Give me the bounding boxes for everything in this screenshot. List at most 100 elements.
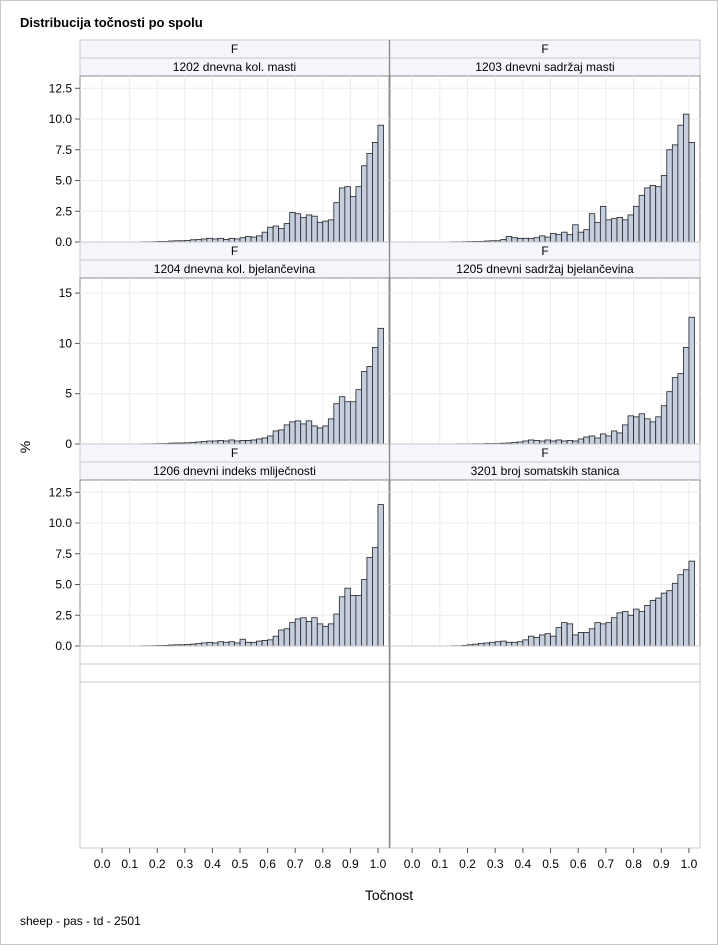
y-tick-label: 2.5 (55, 608, 72, 622)
histogram-bar (372, 142, 378, 242)
histogram-bar (257, 641, 263, 646)
histogram-bar (306, 215, 312, 242)
histogram-bar (339, 397, 345, 444)
histogram-bar (339, 188, 345, 242)
histogram-bar (683, 114, 689, 242)
histogram-bar (372, 548, 378, 646)
y-tick-label: 5.0 (55, 174, 72, 188)
histogram-bar (611, 618, 617, 646)
histogram-bar (334, 203, 340, 242)
histogram-bar (528, 440, 534, 444)
x-tick-label: 0.4 (204, 857, 221, 871)
histogram-bar (323, 626, 329, 646)
panel-group-label: F (231, 42, 238, 56)
histogram-bar (251, 237, 257, 242)
x-tick-label: 0.7 (287, 857, 304, 871)
y-tick-label: 12.5 (49, 81, 73, 95)
histogram-bar (656, 187, 662, 242)
histogram-bar (589, 214, 595, 242)
histogram-bar (628, 215, 634, 242)
histogram-bar (229, 238, 235, 242)
histogram-bar (284, 425, 290, 444)
histogram-bar (545, 237, 551, 242)
histogram-bar (246, 440, 252, 444)
histogram-bar (556, 440, 562, 444)
histogram-bar (645, 188, 651, 242)
histogram-bar (639, 414, 645, 444)
histogram-bar (378, 125, 384, 242)
histogram-bar (323, 426, 329, 444)
histogram-bar (301, 424, 307, 444)
histogram-bar (672, 378, 678, 444)
x-tick-label: 0.0 (404, 857, 421, 871)
x-tick-label: 0.5 (542, 857, 559, 871)
x-tick-label: 0.9 (653, 857, 670, 871)
histogram-bar (678, 575, 684, 646)
histogram-bar (573, 225, 579, 242)
panel-title: 1203 dnevni sadržaj masti (475, 60, 614, 74)
histogram-bar (623, 612, 629, 646)
panel-title: 1206 dnevni indeks mliječnosti (153, 464, 316, 478)
histogram-bar (495, 642, 501, 646)
histogram-bar (556, 628, 562, 646)
histogram-bar (268, 436, 274, 444)
histogram-bar (661, 406, 667, 444)
histogram-bar (656, 417, 662, 444)
histogram-bar (623, 425, 629, 444)
histogram-bar (268, 640, 274, 646)
x-tick-label: 0.3 (176, 857, 193, 871)
histogram-bar (240, 639, 246, 646)
histogram-bar (567, 440, 573, 444)
y-tick-label: 0.0 (55, 639, 72, 653)
histogram-bar (361, 580, 367, 646)
histogram-bar (367, 557, 373, 646)
histogram-bar (328, 220, 334, 242)
histogram-bar (223, 642, 229, 646)
histogram-bar (290, 623, 296, 646)
histogram-bar (650, 422, 656, 444)
histogram-bar (279, 630, 285, 646)
y-tick-label: 0 (65, 437, 72, 451)
histogram-bar (328, 624, 334, 646)
histogram-bar (240, 440, 246, 444)
histogram-bar (551, 636, 557, 646)
y-tick-label: 10.0 (49, 112, 73, 126)
panel-title: 1202 dnevna kol. masti (173, 60, 296, 74)
histogram-bar (246, 642, 252, 646)
histogram-bar (545, 440, 551, 444)
histogram-bar (562, 232, 568, 242)
histogram-bar (301, 217, 307, 242)
y-axis-label: % (17, 441, 33, 453)
histogram-bar (667, 591, 673, 646)
histogram-bar (645, 419, 651, 444)
histogram-bar (501, 641, 507, 646)
x-tick-label: 0.3 (487, 857, 504, 871)
histogram-bar (306, 621, 312, 646)
footer-note: sheep - pas - td - 2501 (20, 914, 141, 928)
panel-group-label: F (231, 446, 238, 460)
histogram-bar (218, 440, 224, 444)
panel-title: 3201 broj somatskih stanica (471, 464, 620, 478)
histogram-bar (678, 125, 684, 242)
histogram-bar (639, 612, 645, 646)
panel-title: 1205 dnevni sadržaj bjelančevina (456, 262, 634, 276)
histogram-bar (367, 153, 373, 242)
histogram-bar (306, 421, 312, 444)
histogram-bar (218, 642, 224, 646)
y-tick-label: 2.5 (55, 204, 72, 218)
histogram-bar (262, 232, 268, 242)
y-tick-label: 12.5 (49, 485, 73, 499)
histogram-bar (661, 176, 667, 242)
histogram-bar (345, 187, 351, 242)
histogram-bar (207, 238, 213, 242)
y-tick-label: 10.0 (49, 516, 73, 530)
histogram-bar (617, 613, 623, 646)
histogram-bar (512, 642, 518, 646)
histogram-bar (312, 426, 318, 444)
histogram-bar (279, 228, 285, 242)
x-tick-label: 1.0 (681, 857, 698, 871)
x-axis-label: Točnost (365, 887, 413, 903)
histogram-bar (617, 217, 623, 242)
histogram-bar (512, 238, 518, 242)
histogram-bar (534, 238, 540, 242)
